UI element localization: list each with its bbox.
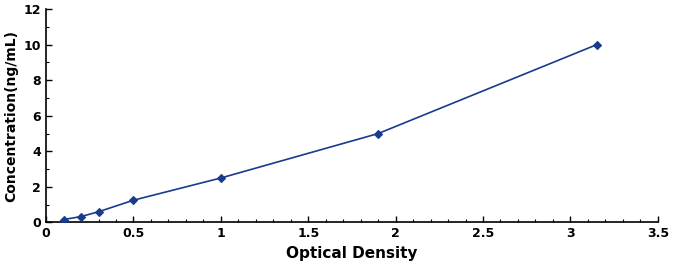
- Y-axis label: Concentration(ng/mL): Concentration(ng/mL): [4, 30, 18, 202]
- X-axis label: Optical Density: Optical Density: [286, 246, 418, 261]
